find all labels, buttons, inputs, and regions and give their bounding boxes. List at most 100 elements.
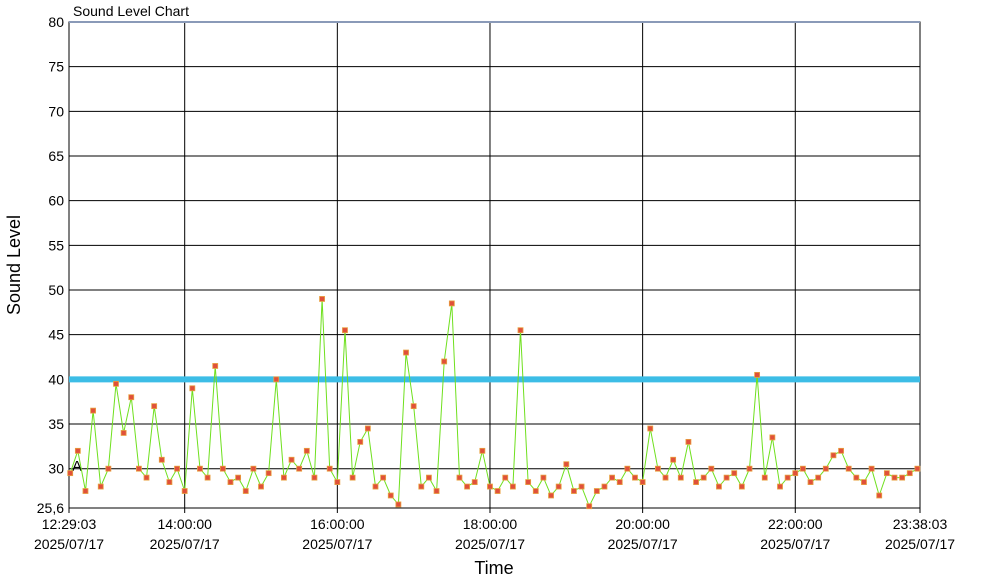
data-point [242, 488, 249, 494]
data-point [647, 425, 654, 432]
data-point [609, 474, 616, 481]
x-tick-label: 2025/07/17 [885, 536, 955, 552]
data-point [410, 403, 417, 410]
data-point [777, 483, 783, 490]
data-point [479, 447, 486, 454]
x-tick-label: 22:00:00 [768, 516, 823, 532]
data-point [296, 465, 303, 472]
data-point [830, 452, 837, 459]
data-point [502, 474, 509, 481]
data-point [120, 430, 127, 436]
y-tick-label: 65 [48, 148, 64, 164]
data-point [97, 483, 104, 490]
data-point [853, 474, 860, 481]
data-point [288, 456, 295, 463]
data-point [319, 296, 325, 302]
data-point [815, 474, 822, 481]
data-point [281, 474, 287, 481]
data-point [357, 438, 364, 445]
data-point [555, 483, 562, 490]
y-tick-label: 25,6 [37, 500, 64, 516]
data-point [700, 474, 707, 481]
data-point [838, 447, 844, 454]
data-point [807, 479, 814, 485]
data-point [418, 483, 425, 490]
data-point [540, 474, 547, 481]
data-point [525, 479, 532, 485]
data-point [197, 465, 203, 472]
data-point [311, 474, 318, 481]
data-point [326, 465, 333, 472]
data-point [342, 327, 348, 334]
data-point [387, 492, 394, 499]
x-tick-label: 12:29:03 [42, 516, 97, 532]
data-point [113, 380, 119, 387]
x-tick-label: 2025/07/17 [34, 536, 104, 552]
y-tick-label: 40 [48, 371, 64, 387]
data-point [189, 385, 196, 392]
x-axis-label: Time [474, 558, 513, 578]
data-point [135, 465, 142, 472]
data-point [219, 465, 226, 472]
x-tick-label: 14:00:00 [157, 516, 212, 532]
y-tick-label: 50 [48, 282, 64, 298]
y-tick-label: 55 [48, 237, 64, 253]
data-point [265, 470, 272, 477]
data-point [861, 479, 867, 485]
data-point [891, 474, 898, 481]
annotation: A [72, 458, 82, 475]
data-point [334, 479, 341, 485]
data-point [151, 403, 158, 410]
data-point [235, 474, 242, 481]
data-point [158, 456, 165, 463]
data-point [563, 461, 570, 468]
data-point [601, 483, 608, 490]
data-point [662, 474, 669, 481]
data-point [784, 474, 791, 481]
data-point [494, 488, 501, 494]
data-point [578, 483, 585, 490]
data-point [708, 465, 715, 472]
data-point [372, 483, 379, 490]
data-point [181, 488, 188, 494]
data-point [616, 479, 623, 485]
data-point [143, 474, 150, 481]
y-tick-label: 35 [48, 416, 64, 432]
y-tick-label: 30 [48, 461, 64, 477]
data-point [792, 470, 799, 477]
y-tick-label: 70 [48, 103, 64, 119]
data-point [738, 483, 745, 490]
data-point [258, 483, 264, 490]
data-point [754, 371, 761, 378]
y-tick-label: 75 [48, 59, 64, 75]
data-point [899, 474, 906, 481]
data-point [746, 465, 753, 472]
data-point [586, 503, 593, 510]
data-point [800, 465, 806, 472]
data-point [471, 479, 478, 485]
data-point [654, 465, 661, 472]
data-point [716, 483, 722, 490]
data-point [548, 492, 554, 499]
y-tick-label: 45 [48, 327, 64, 343]
data-point [693, 479, 699, 485]
data-point [364, 425, 371, 432]
chart-title: Sound Level Chart [73, 3, 189, 19]
data-point [883, 470, 890, 477]
data-point [868, 465, 875, 472]
data-point [487, 483, 493, 490]
series-line [69, 298, 918, 508]
data-point [250, 465, 257, 472]
x-tick-label: 23:38:03 [893, 516, 948, 532]
data-point [349, 474, 356, 481]
data-point [174, 465, 180, 472]
data-point [723, 474, 730, 481]
x-tick-label: 20:00:00 [615, 516, 670, 532]
data-point [90, 407, 97, 414]
data-point [74, 447, 81, 454]
data-point [303, 447, 310, 454]
x-tick-label: 2025/07/17 [760, 536, 830, 552]
data-point [571, 488, 577, 494]
data-point [639, 479, 646, 485]
